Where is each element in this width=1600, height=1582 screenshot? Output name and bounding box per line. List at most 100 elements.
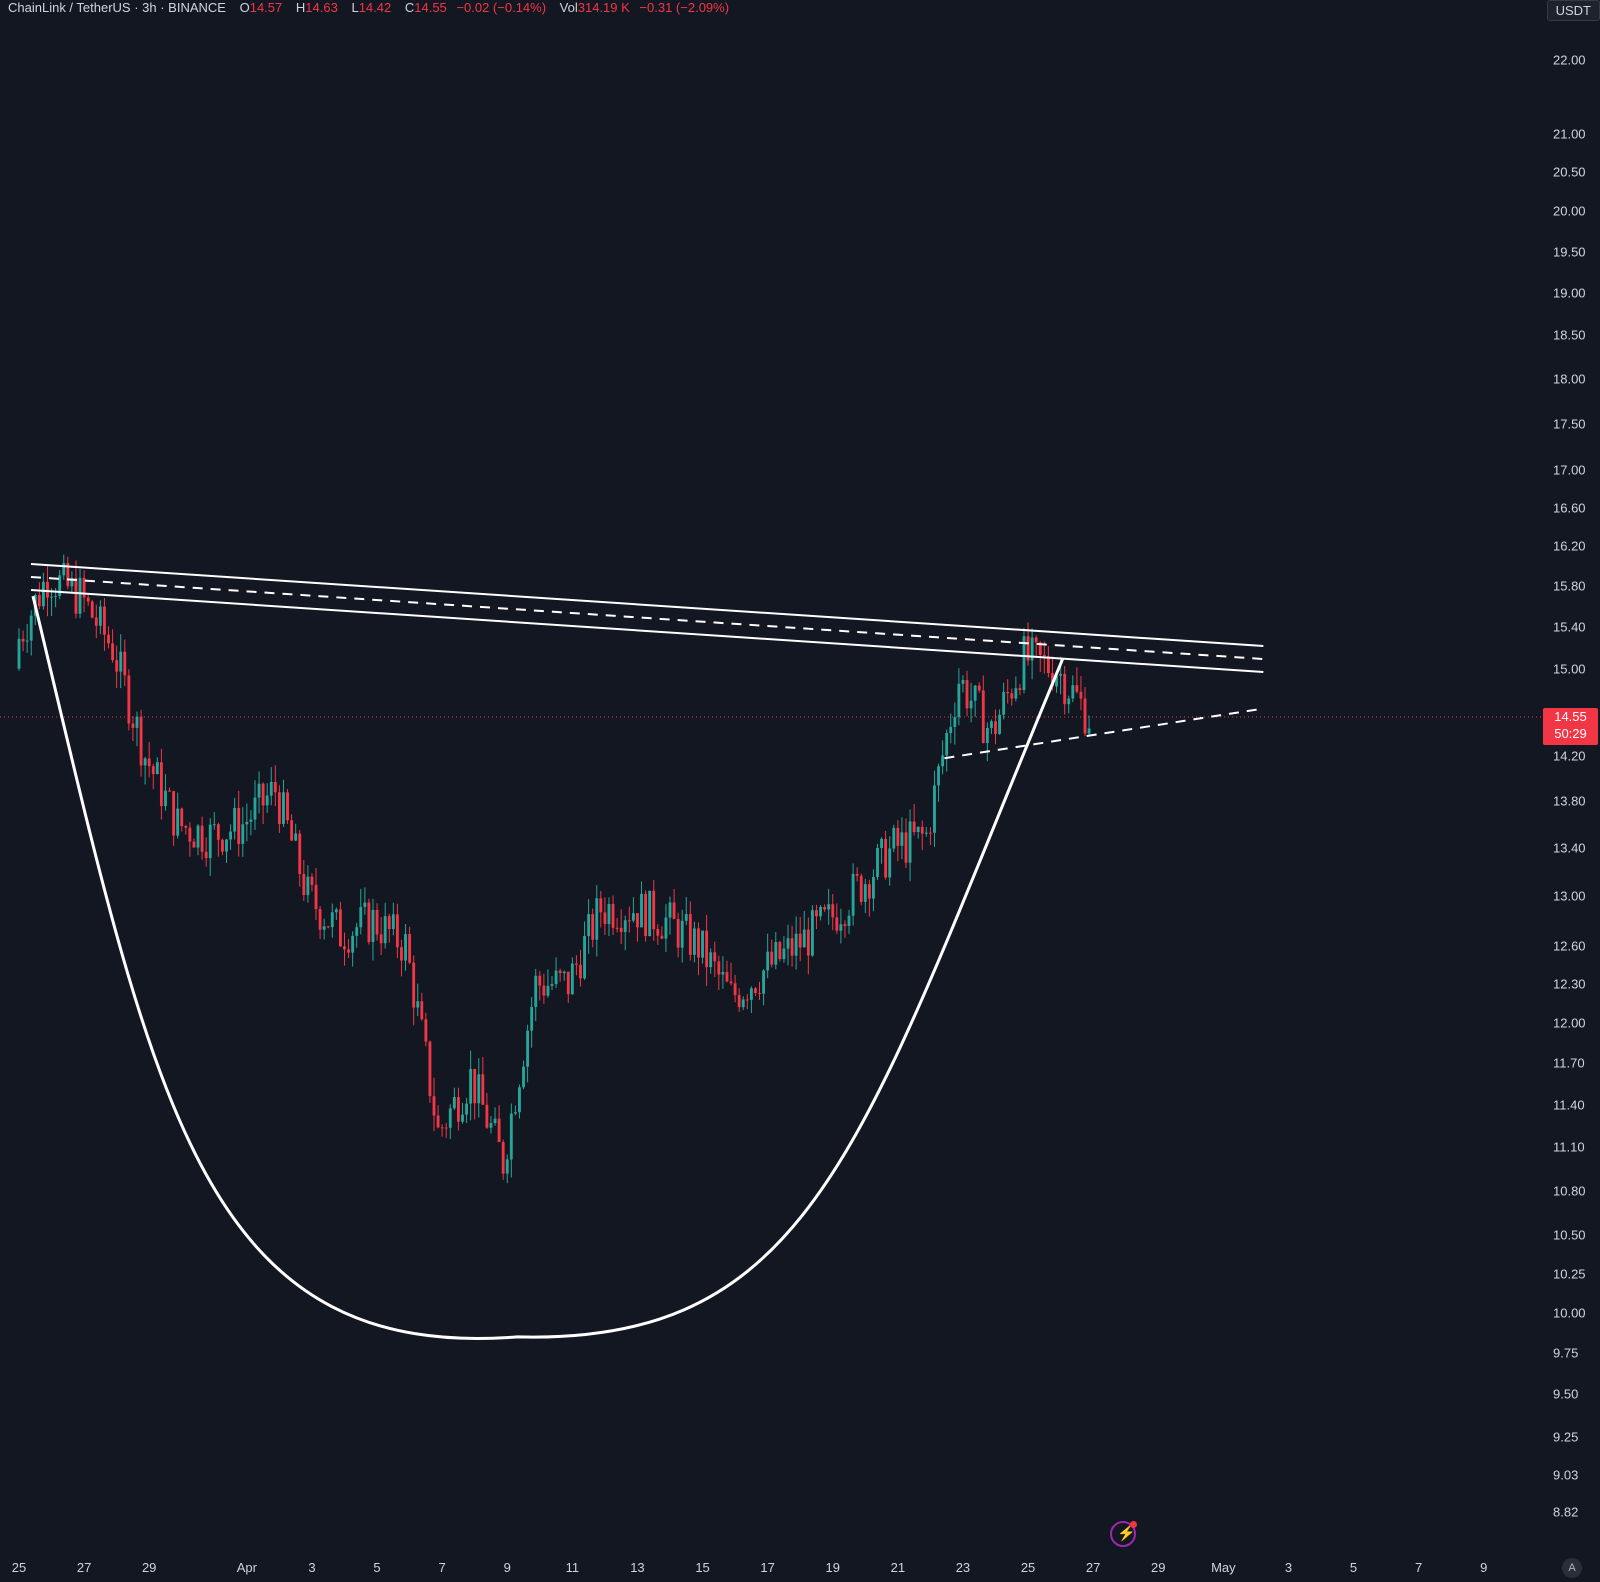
candle-body (994, 721, 997, 734)
candle-body (200, 825, 204, 852)
close-value: 14.55 (414, 0, 447, 15)
candle-body (603, 912, 607, 925)
candle-body (566, 971, 570, 995)
candle-body (705, 930, 709, 968)
candle-body (754, 988, 757, 993)
candle-body (477, 1074, 481, 1104)
candle-body (180, 808, 184, 827)
candle-body (774, 942, 778, 965)
candle-body (151, 766, 155, 775)
high-value: 14.63 (305, 0, 338, 15)
candle-body (908, 821, 912, 863)
candle-body (290, 820, 294, 841)
price-tick: 13.80 (1553, 793, 1586, 809)
candle-body (684, 914, 688, 921)
candle-body (127, 675, 131, 724)
candle-body (168, 790, 171, 792)
candle-body (749, 988, 753, 1000)
candle-body (945, 733, 949, 756)
candle-body (310, 876, 314, 885)
candle-body (688, 914, 692, 955)
candle-body (159, 762, 163, 807)
candle-body (1063, 673, 1067, 705)
volume-label: Vol (559, 0, 578, 15)
candle-body (355, 927, 359, 936)
candle-body (741, 999, 745, 1008)
candle-body (1059, 673, 1063, 676)
candle-body (990, 721, 993, 728)
candle-body (790, 938, 794, 956)
candle-body (644, 893, 648, 937)
time-tick: 5 (373, 1560, 381, 1575)
last-price: 14.55 (1554, 709, 1587, 724)
price-tick: 8.82 (1553, 1504, 1579, 1520)
candle-body (949, 726, 953, 734)
price-tick: 10.50 (1553, 1227, 1586, 1243)
low-value: 14.42 (358, 0, 392, 15)
candle-body (1010, 693, 1014, 699)
candle-body (599, 898, 603, 913)
candle-body (176, 808, 180, 836)
candle-body (623, 920, 627, 933)
price-tick: 12.30 (1553, 976, 1586, 992)
candle-body (318, 909, 322, 930)
candle-body (1067, 698, 1071, 705)
close-label: C (404, 0, 415, 15)
volume-change: −0.31 (−2.09%) (639, 0, 730, 15)
candle-body (428, 1041, 432, 1097)
time-tick: 9 (503, 1560, 511, 1575)
time-tick: 7 (438, 1560, 446, 1575)
candle-body (367, 902, 371, 943)
candle-body (794, 933, 798, 956)
candle-body (872, 877, 875, 899)
candle-body (631, 913, 635, 921)
candle-body (745, 999, 749, 1001)
candle-body (530, 1006, 534, 1031)
price-tick: 21.00 (1553, 126, 1586, 142)
candle-body (957, 683, 961, 718)
candle-body (733, 983, 737, 996)
candle-body (375, 909, 379, 935)
candle-body (277, 792, 281, 825)
auto-scale-button[interactable]: A (1562, 1558, 1582, 1578)
candle-body (273, 781, 277, 793)
candle-body (351, 935, 355, 953)
candle-body (54, 595, 58, 597)
channel-mid-line (30, 575, 1264, 661)
candle-body (973, 685, 977, 701)
candle-body (123, 651, 127, 676)
time-tick: 9 (1480, 1560, 1488, 1575)
candle-body (216, 824, 220, 840)
candle-body (579, 964, 582, 979)
time-tick: 3 (308, 1560, 316, 1575)
price-tick: 22.00 (1553, 52, 1586, 68)
lightning-icon[interactable]: ⚡ (1110, 1521, 1137, 1547)
candle-body (713, 952, 717, 962)
candle-body (583, 936, 586, 979)
candle-body (192, 841, 196, 848)
candle-body (78, 577, 82, 614)
candle-body (90, 601, 94, 618)
time-axis[interactable]: 25 27 29 Apr 3 5 7 9 11 13 15 17 19 21 23 25 27 29 May 3 5 7 9 (0, 1555, 1547, 1582)
candle-body (1018, 688, 1022, 690)
currency-button[interactable]: USDT (1546, 0, 1600, 21)
price-axis[interactable]: 22.00 21.00 20.50 20.00 19.50 19.00 18.50 18.00… (1547, 0, 1600, 1555)
candle-body (465, 1103, 468, 1115)
drawings-layer (30, 562, 1264, 1340)
time-tick: 23 (955, 1560, 971, 1575)
candle-body (1034, 637, 1038, 643)
candle-body (493, 1118, 497, 1124)
candle-body (758, 992, 761, 994)
bar-countdown: 50:29 (1554, 726, 1587, 741)
price-tick: 20.00 (1553, 203, 1586, 219)
candle-body (941, 755, 945, 767)
price-tick: 15.40 (1553, 619, 1586, 635)
time-tick: 21 (890, 1560, 906, 1575)
price-tick: 14.20 (1553, 748, 1586, 764)
candle-body (371, 909, 375, 943)
candle-body (98, 606, 102, 626)
candle-body (701, 930, 704, 958)
candle-body (408, 934, 412, 963)
candle-body (692, 928, 696, 955)
